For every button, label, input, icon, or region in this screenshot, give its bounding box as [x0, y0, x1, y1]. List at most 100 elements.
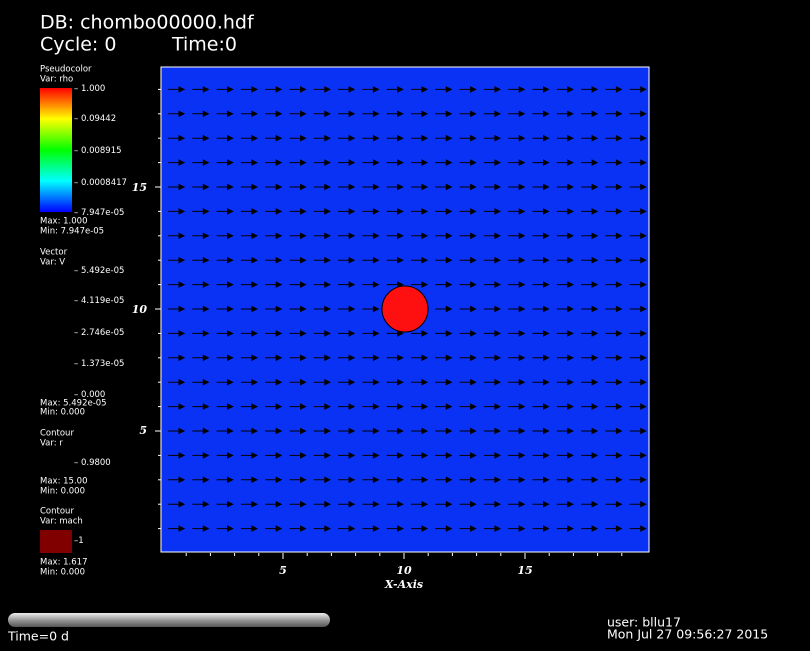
y-tick-label: 15 [132, 181, 147, 194]
vector-arrow [605, 232, 623, 240]
vector-arrow [581, 427, 599, 435]
vector-arrow [289, 330, 307, 337]
vector-arrow [168, 354, 186, 362]
vector-arrow [386, 86, 404, 93]
vector-arrow [240, 427, 259, 435]
vector-arrow [483, 452, 502, 459]
vector-arrow [313, 403, 331, 410]
vector-arrow [362, 183, 380, 191]
legend-max: Max: 5.492e-05 [40, 399, 107, 409]
vector-arrow [168, 525, 186, 532]
vector-arrow [265, 525, 283, 532]
vector-arrow [216, 208, 234, 215]
vector-arrow [435, 452, 453, 459]
vector-arrow [459, 500, 477, 508]
vector-arrow [435, 500, 453, 508]
vector-arrow [289, 525, 307, 532]
vector-arrow [483, 305, 502, 313]
vector-arrow [532, 183, 550, 191]
vector-arrow [362, 452, 380, 459]
vector-arrow [289, 476, 307, 484]
vector-arrow [629, 354, 647, 362]
vector-arrow [313, 86, 331, 93]
vector-arrow [508, 134, 526, 142]
vector-arrow [581, 281, 599, 288]
vector-arrow [508, 330, 526, 337]
vector-arrow [216, 305, 234, 313]
vector-arrow [240, 305, 259, 313]
vector-arrow [313, 232, 331, 240]
vector-arrow [216, 354, 234, 362]
vector-arrow [435, 86, 453, 93]
vector-arrow [338, 354, 356, 362]
vector-arrow [313, 525, 331, 532]
vector-arrow [605, 183, 623, 191]
vector-arrow [338, 403, 356, 410]
vector-arrow [313, 378, 331, 386]
vector-arrow [289, 232, 307, 240]
legend-min: Min: 0.000 [40, 487, 85, 497]
vector-arrow [435, 378, 453, 386]
vector-arrow [435, 403, 453, 410]
vector-arrow [168, 281, 186, 288]
vector-arrow [168, 208, 186, 215]
vector-arrow [411, 452, 429, 459]
vector-arrow [605, 110, 623, 118]
vector-arrow [289, 378, 307, 386]
legend-max: Max: 1.000 [40, 217, 87, 227]
vector-arrow [629, 159, 647, 166]
vector-arrow [192, 134, 210, 142]
vector-arrow [532, 110, 550, 118]
vector-arrow [629, 427, 647, 435]
vector-arrow [605, 159, 623, 166]
vector-arrow [216, 134, 234, 142]
vector-arrow [556, 86, 574, 93]
vector-arrow [240, 452, 259, 459]
vector-arrow [532, 403, 550, 410]
vector-arrow [338, 525, 356, 532]
y-tick-label: 10 [132, 303, 148, 316]
vector-arrow [313, 110, 331, 118]
vector-arrow [556, 500, 574, 508]
time-slider[interactable] [8, 613, 330, 627]
vector-arrow [265, 256, 283, 264]
vector-arrow [192, 403, 210, 410]
contour-region [381, 285, 429, 333]
vector-arrow [435, 232, 453, 240]
vector-arrow [313, 476, 331, 484]
vector-arrow [240, 354, 259, 362]
vector-arrow [216, 330, 234, 337]
vector-arrow [289, 354, 307, 362]
legend-plot: Vector [40, 248, 68, 258]
vector-arrow [556, 330, 574, 337]
vector-arrow [192, 86, 210, 93]
vector-arrow [435, 330, 453, 337]
vector-arrow [338, 134, 356, 142]
vector-arrow [411, 86, 429, 93]
vector-arrow [605, 476, 623, 484]
vector-arrow [386, 159, 404, 166]
vector-arrow [313, 134, 331, 142]
vector-arrow [338, 330, 356, 337]
vector-arrow [581, 500, 599, 508]
vector-arrow [459, 452, 477, 459]
vector-arrow [581, 378, 599, 386]
vector-arrow [168, 134, 186, 142]
vector-arrow [168, 476, 186, 484]
vector-arrow [265, 183, 283, 191]
vector-arrow [581, 305, 599, 313]
vector-arrow [216, 378, 234, 386]
vector-arrow [411, 232, 429, 240]
vector-arrow [459, 403, 477, 410]
vector-arrow [435, 354, 453, 362]
vector-arrow [508, 208, 526, 215]
vector-arrow [289, 427, 307, 435]
vector-arrow [581, 159, 599, 166]
vector-arrow [362, 330, 380, 337]
vector-arrow [508, 476, 526, 484]
vector-arrow [532, 86, 550, 93]
vector-arrow [483, 232, 502, 240]
vector-arrow [605, 403, 623, 410]
vector-arrow [240, 330, 259, 337]
